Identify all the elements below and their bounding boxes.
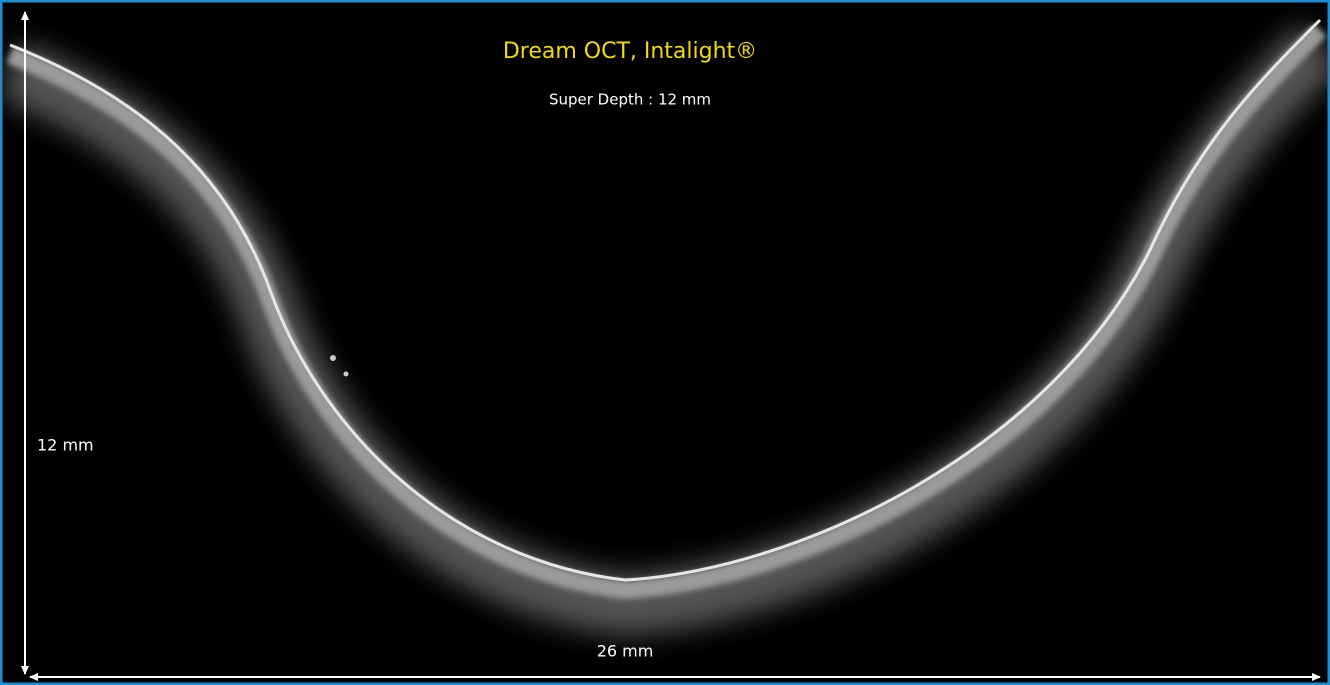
oct-image: Dream OCT, Intalight® Super Depth : 12 m… bbox=[0, 0, 1330, 685]
page: {"header": {"title": "Dream OCT, Intalig… bbox=[0, 0, 1330, 685]
width-label: 26 mm bbox=[597, 642, 654, 661]
title: Dream OCT, Intalight® bbox=[503, 39, 757, 64]
height-label: 12 mm bbox=[37, 436, 94, 455]
subtitle: Super Depth : 12 mm bbox=[549, 91, 711, 109]
